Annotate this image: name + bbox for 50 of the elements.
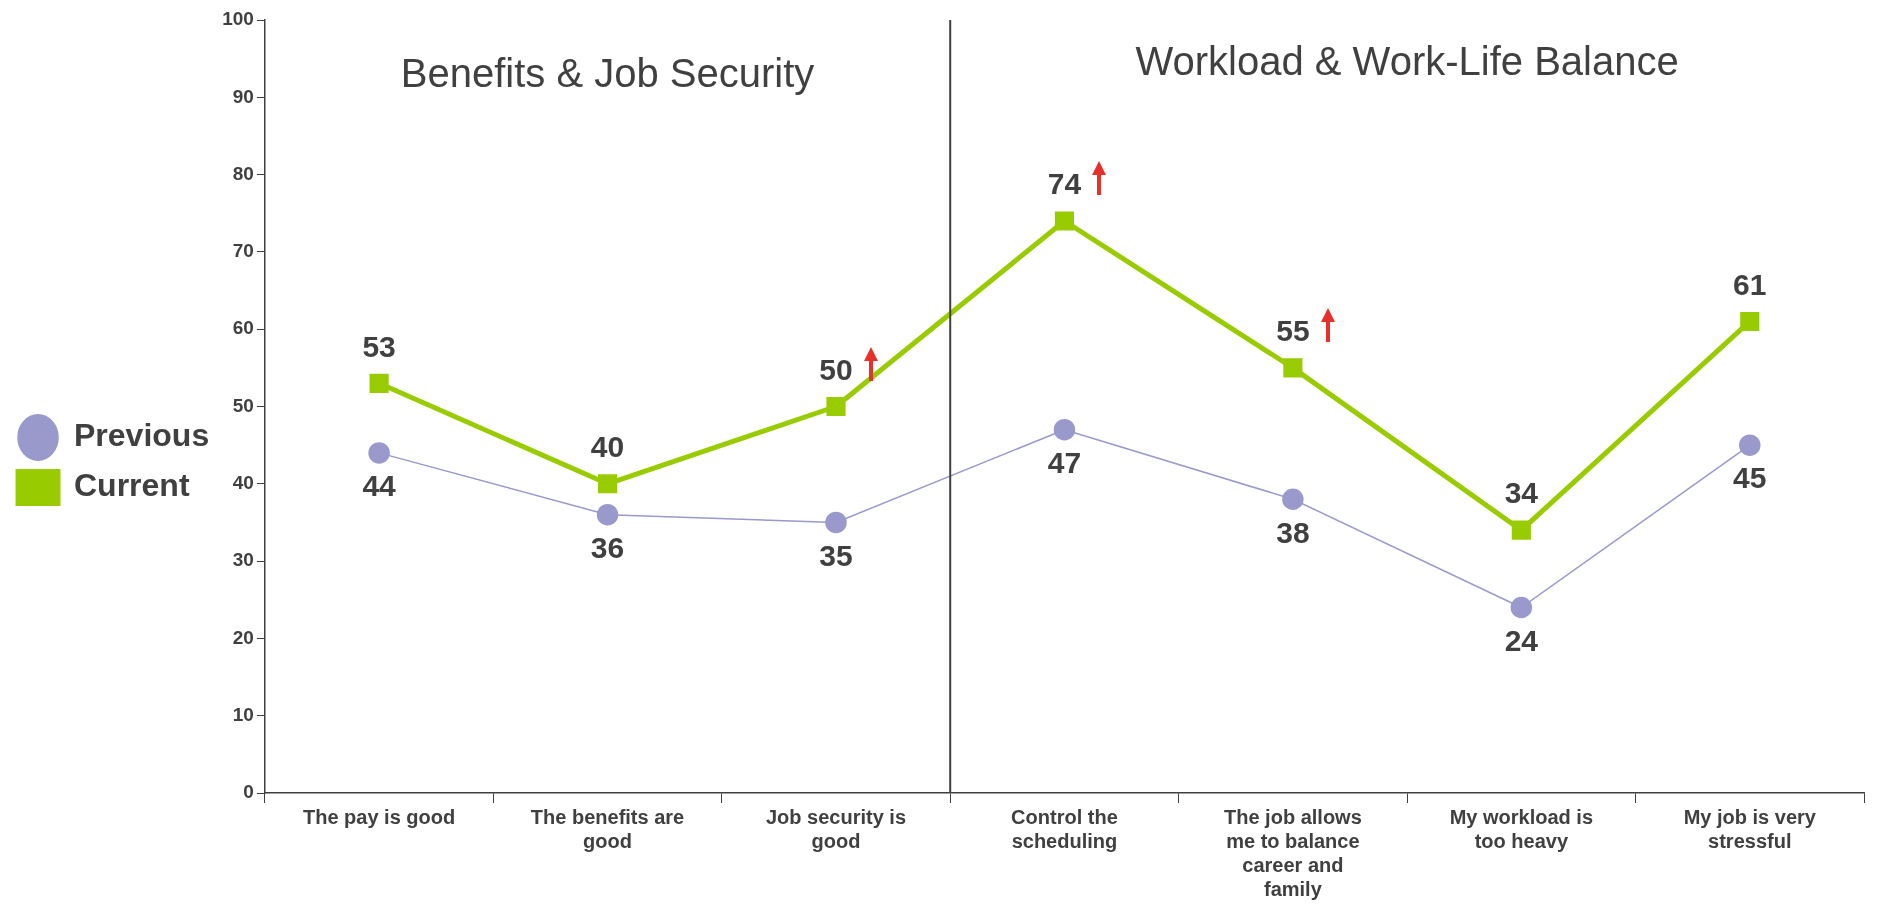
y-tick-label: 90 [232,85,254,107]
data-label: 55 [1276,314,1310,348]
point [1054,211,1075,231]
point [1739,434,1761,456]
point [368,442,390,464]
y-tick-label: 60 [232,317,254,339]
y-tick-label: 50 [232,394,254,416]
x-tick-label: Control the scheduling [1011,805,1118,852]
y-tick-label: 30 [232,549,254,571]
data-label: 40 [590,430,625,464]
point [597,474,618,494]
point [1283,358,1303,378]
legend-label: Previous [74,417,210,454]
point [1282,488,1304,511]
point [826,396,846,417]
point [1740,311,1760,332]
y-tick-label: 70 [232,240,254,262]
y-tick-label: 100 [222,8,254,30]
data-label: 74 [1047,167,1082,201]
data-label: 50 [819,352,853,386]
data-label: 45 [1733,461,1767,495]
point [596,503,619,526]
point [825,511,847,534]
point [1053,418,1076,441]
x-tick-label: My workload is too heavy [1449,805,1594,852]
x-tick-label: The benefits are good [530,805,685,852]
x-tick-label: The pay is good [302,805,456,828]
x-tick-label: My job is very stressful [1683,805,1817,852]
point [1510,596,1533,619]
legend-label: Current [74,467,190,504]
data-label: 47 [1047,445,1082,479]
y-tick-label: 80 [232,162,254,184]
annotation: Benefits & Job Security [400,50,815,96]
y-tick-label: 40 [232,472,254,494]
y-tick-label: 0 [243,781,254,803]
data-label: 36 [590,530,625,564]
data-label: 38 [1276,515,1310,549]
x-tick-label: The job allows me to balance career and family [1223,805,1362,900]
annotation: Workload & Work-Life Balance [1135,39,1679,85]
point [369,373,389,393]
y-tick-label: 20 [232,626,254,648]
x-tick-label: Job security is good [765,805,907,852]
data-label: 53 [362,329,396,363]
data-label: 61 [1733,267,1767,301]
data-label: 24 [1504,623,1539,657]
data-label: 34 [1504,476,1539,510]
data-label: 44 [362,469,397,503]
y-tick-label: 10 [232,703,254,725]
data-label: 35 [819,538,853,572]
point [1511,520,1531,540]
